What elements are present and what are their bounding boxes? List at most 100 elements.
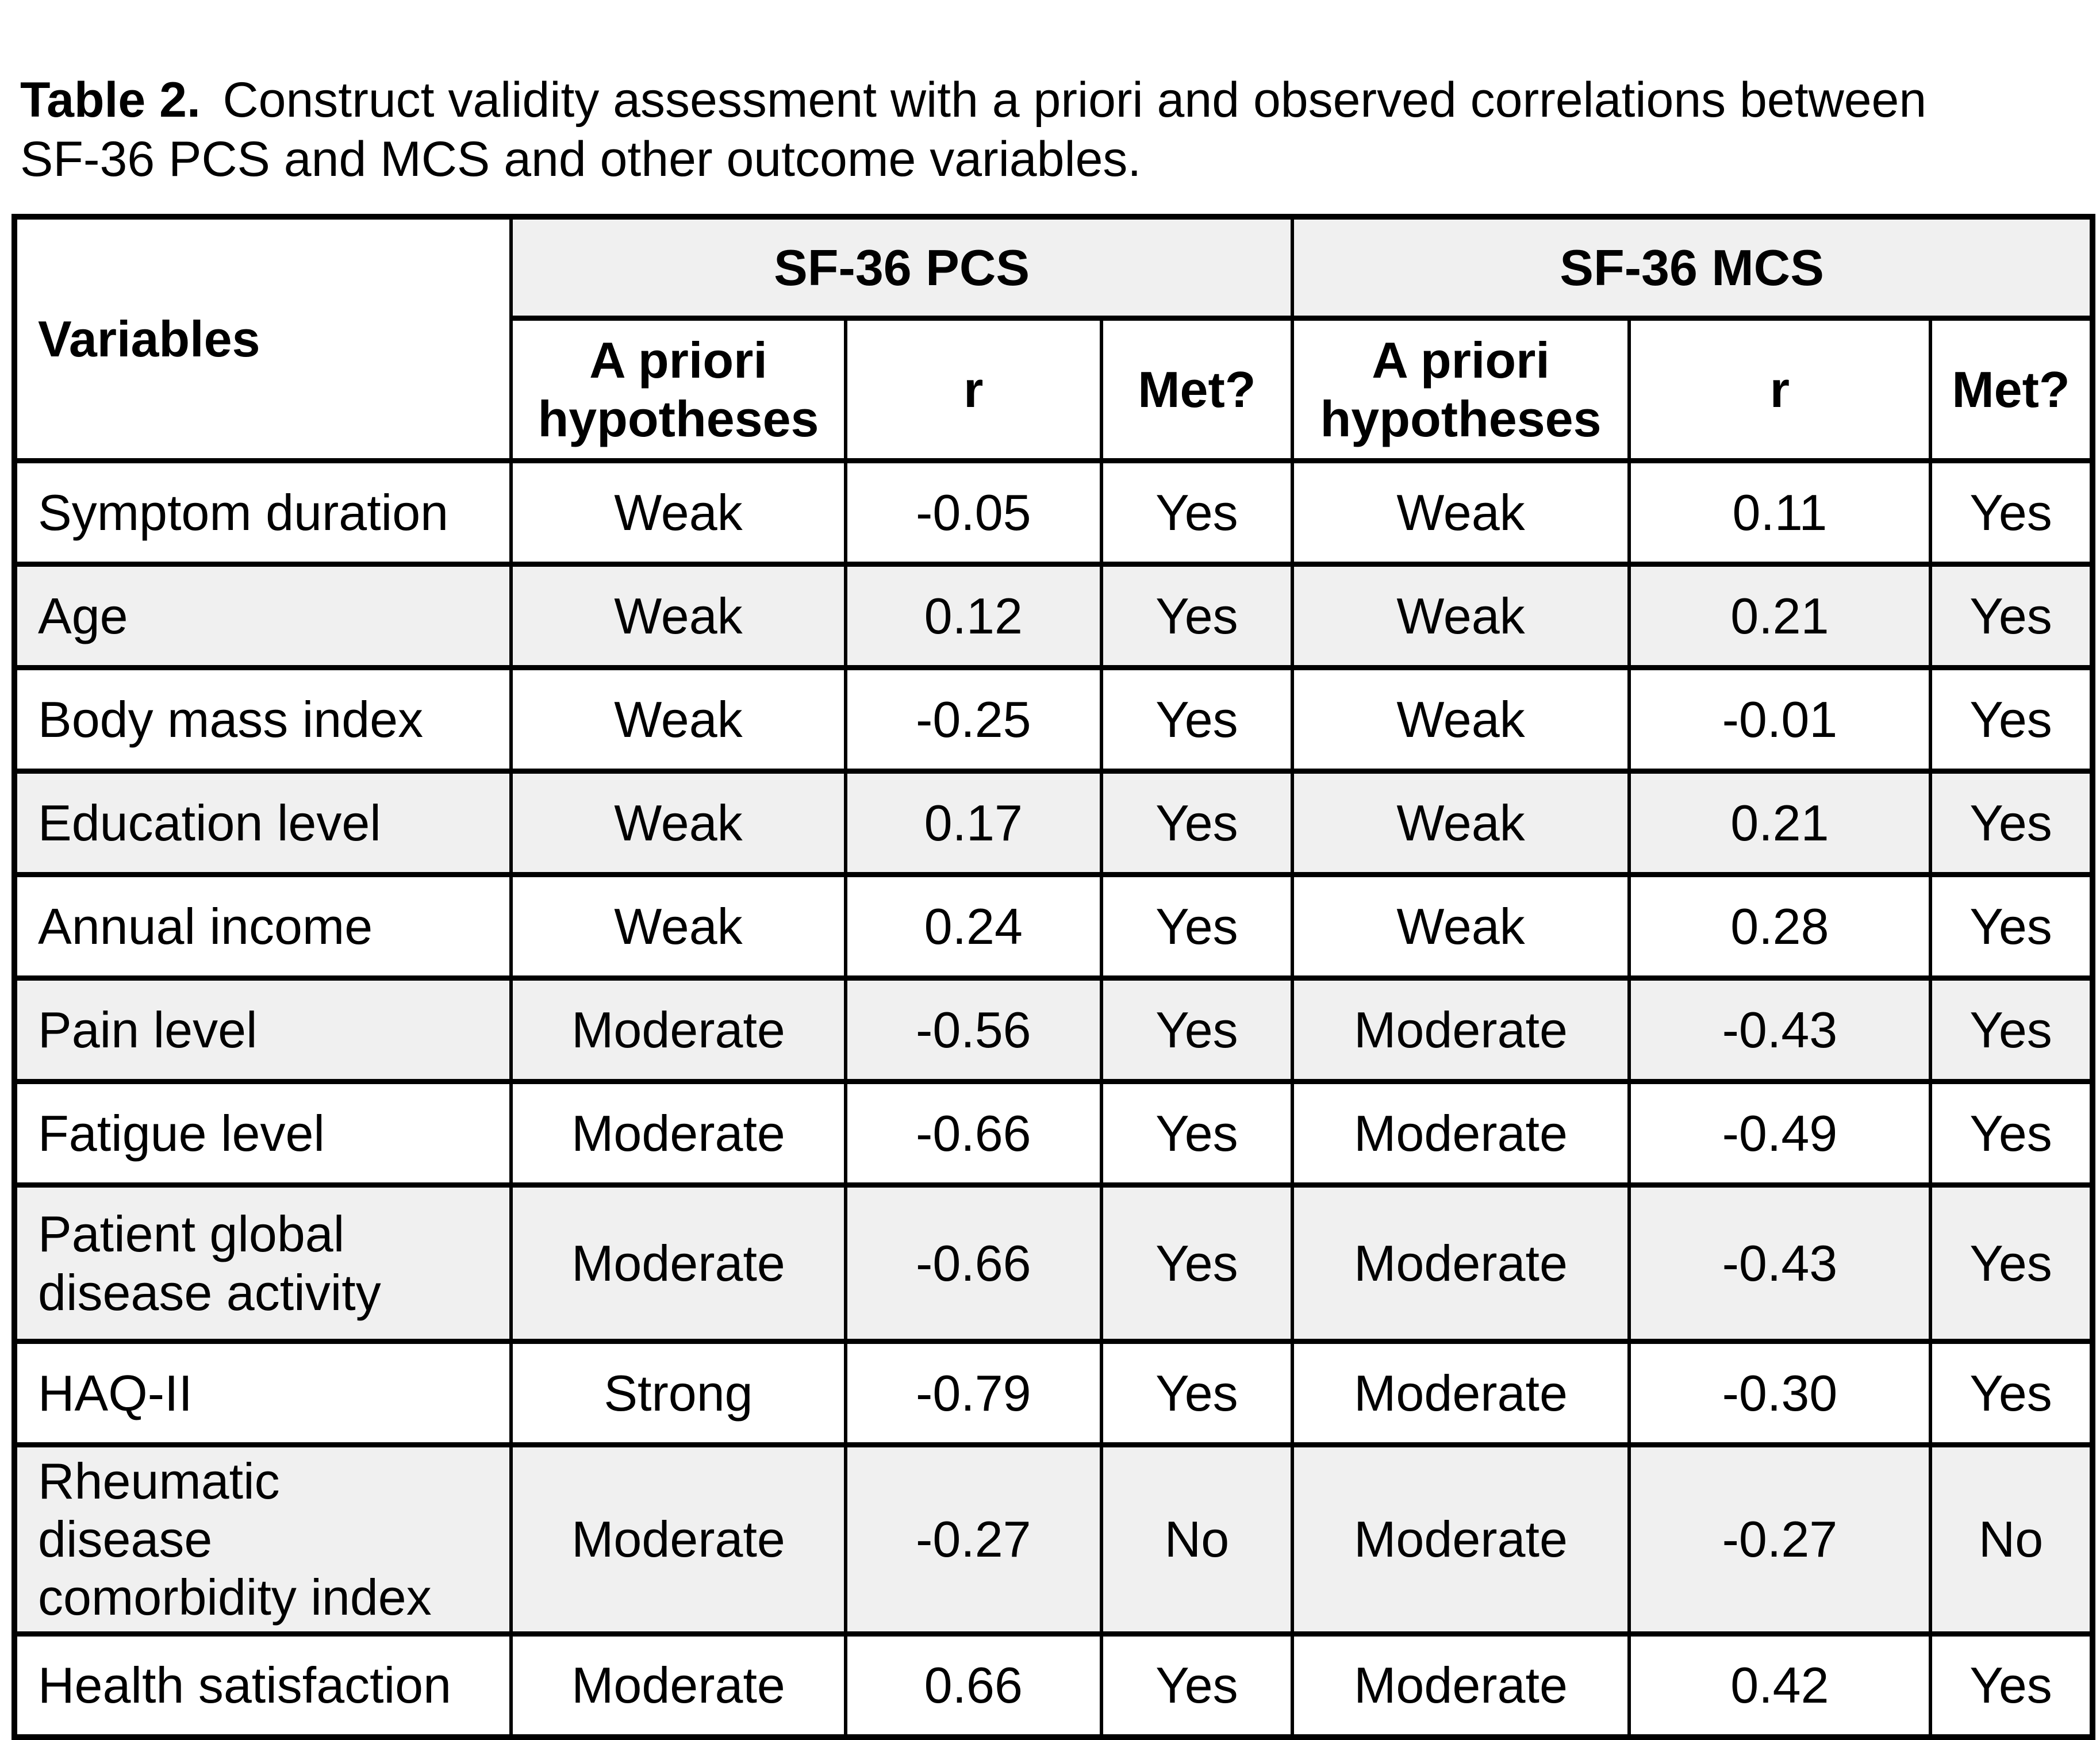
cell-pcs-hypothesis: Weak: [509, 769, 847, 878]
cell-pcs-hypothesis: Weak: [509, 872, 847, 981]
cell-pcs-r: 0.66: [843, 1631, 1103, 1740]
cell-pcs-r: 0.24: [843, 872, 1103, 981]
cell-pcs-hypothesis: Strong: [509, 1339, 847, 1448]
cell-mcs-met: Yes: [1929, 872, 2094, 981]
table-row: HAQ-II Strong -0.79 Yes Moderate -0.30 Y…: [13, 1339, 2094, 1448]
cell-pcs-r: -0.25: [843, 665, 1103, 774]
cell-variable: Health satisfaction: [13, 1631, 513, 1740]
cell-pcs-hypothesis: Weak: [509, 562, 847, 671]
cell-variable: HAQ-II: [13, 1339, 513, 1448]
cell-pcs-r: 0.12: [843, 562, 1103, 671]
table-row: Symptom duration Weak -0.05 Yes Weak 0.1…: [13, 458, 2094, 567]
table-row: Health satisfaction Moderate 0.66 Yes Mo…: [13, 1631, 2094, 1740]
cell-pcs-r: 0.17: [843, 769, 1103, 878]
header-group-row: Variables SF-36 PCS SF-36 MCS: [13, 214, 2094, 464]
cell-variable: Symptom duration: [13, 458, 513, 567]
cell-mcs-r: -0.49: [1627, 1079, 1933, 1188]
column-header-pcs-met: Met?: [1099, 316, 1295, 464]
column-header-mcs-r: r: [1627, 316, 1933, 464]
cell-mcs-hypothesis: Moderate: [1291, 1182, 1631, 1345]
cell-variable: Pain level: [13, 975, 513, 1085]
cell-pcs-met: Yes: [1099, 1631, 1295, 1740]
cell-pcs-met: Yes: [1099, 975, 1295, 1085]
table-caption: Table 2. Construct validity assessment wi…: [20, 11, 2080, 190]
cell-mcs-met: Yes: [1929, 1182, 2094, 1345]
cell-pcs-hypothesis: Weak: [509, 458, 847, 567]
cell-mcs-r: 0.42: [1627, 1631, 1933, 1740]
cell-pcs-met: Yes: [1099, 769, 1295, 878]
cell-mcs-met: Yes: [1929, 458, 2094, 567]
cell-variable: Patient global disease activity: [13, 1182, 513, 1345]
column-header-mcs-met: Met?: [1929, 316, 2094, 464]
cell-mcs-met: Yes: [1929, 1079, 2094, 1188]
cell-mcs-met: Yes: [1929, 562, 2094, 671]
column-group-sf36-mcs: SF-36 MCS: [1291, 214, 2094, 321]
cell-mcs-r: -0.30: [1627, 1339, 1933, 1448]
table-row: Age Weak 0.12 Yes Weak 0.21 Yes: [13, 562, 2094, 671]
cell-pcs-hypothesis: Moderate: [509, 1079, 847, 1188]
table-row: Rheumatic disease comorbidity index Mode…: [13, 1442, 2094, 1637]
cell-pcs-met: No: [1099, 1442, 1295, 1637]
cell-mcs-r: -0.43: [1627, 1182, 1933, 1345]
cell-mcs-r: 0.11: [1627, 458, 1933, 567]
column-header-pcs-hypotheses: A priori hypotheses: [509, 316, 847, 464]
cell-mcs-r: -0.27: [1627, 1442, 1933, 1637]
cell-mcs-met: Yes: [1929, 975, 2094, 1085]
cell-pcs-r: -0.05: [843, 458, 1103, 567]
cell-pcs-hypothesis: Weak: [509, 665, 847, 774]
table-row: Annual income Weak 0.24 Yes Weak 0.28 Ye…: [13, 872, 2094, 981]
cell-pcs-hypothesis: Moderate: [509, 975, 847, 1085]
column-header-variables: Variables: [13, 214, 513, 464]
cell-mcs-r: -0.43: [1627, 975, 1933, 1085]
cell-mcs-r: 0.21: [1627, 562, 1933, 671]
cell-mcs-hypothesis: Moderate: [1291, 1631, 1631, 1740]
cell-variable: Rheumatic disease comorbidity index: [13, 1442, 513, 1637]
cell-pcs-hypothesis: Moderate: [509, 1442, 847, 1637]
table-row: Pain level Moderate -0.56 Yes Moderate -…: [13, 975, 2094, 1085]
cell-mcs-r: 0.21: [1627, 769, 1933, 878]
cell-pcs-met: Yes: [1099, 458, 1295, 567]
cell-pcs-met: Yes: [1099, 872, 1295, 981]
cell-mcs-met: Yes: [1929, 769, 2094, 878]
cell-mcs-hypothesis: Weak: [1291, 562, 1631, 671]
cell-variable: Age: [13, 562, 513, 671]
cell-pcs-met: Yes: [1099, 1079, 1295, 1188]
cell-pcs-met: Yes: [1099, 1182, 1295, 1345]
table-caption-number: Table 2.: [20, 72, 201, 128]
cell-mcs-r: 0.28: [1627, 872, 1933, 981]
cell-mcs-hypothesis: Moderate: [1291, 975, 1631, 1085]
cell-pcs-met: Yes: [1099, 1339, 1295, 1448]
cell-mcs-met: No: [1929, 1442, 2094, 1637]
cell-mcs-hypothesis: Weak: [1291, 769, 1631, 878]
cell-pcs-r: -0.56: [843, 975, 1103, 1085]
cell-pcs-met: Yes: [1099, 562, 1295, 671]
column-header-mcs-hypotheses: A priori hypotheses: [1291, 316, 1631, 464]
cell-pcs-hypothesis: Moderate: [509, 1182, 847, 1345]
cell-pcs-r: -0.79: [843, 1339, 1103, 1448]
cell-mcs-met: Yes: [1929, 1339, 2094, 1448]
cell-pcs-r: -0.27: [843, 1442, 1103, 1637]
cell-pcs-hypothesis: Moderate: [509, 1631, 847, 1740]
cell-variable: Annual income: [13, 872, 513, 981]
column-group-sf36-pcs: SF-36 PCS: [509, 214, 1295, 321]
header-sub-row: A priori hypotheses r Met? A priori hypo…: [14, 316, 2094, 464]
cell-mcs-r: -0.01: [1627, 665, 1933, 774]
cell-mcs-hypothesis: Moderate: [1291, 1442, 1631, 1637]
table-row: Body mass index Weak -0.25 Yes Weak -0.0…: [13, 665, 2094, 774]
table-row: Fatigue level Moderate -0.66 Yes Moderat…: [13, 1079, 2094, 1188]
cell-variable: Education level: [13, 769, 513, 878]
construct-validity-table: Variables SF-36 PCS SF-36 MCS A priori h…: [11, 213, 2095, 1740]
cell-mcs-hypothesis: Moderate: [1291, 1339, 1631, 1448]
table-row: Patient global disease activity Moderate…: [13, 1182, 2094, 1345]
cell-pcs-r: -0.66: [843, 1182, 1103, 1345]
cell-pcs-r: -0.66: [843, 1079, 1103, 1188]
cell-mcs-met: Yes: [1929, 665, 2094, 774]
cell-mcs-hypothesis: Moderate: [1291, 1079, 1631, 1188]
table-row: Education level Weak 0.17 Yes Weak 0.21 …: [13, 769, 2094, 878]
cell-variable: Body mass index: [13, 665, 513, 774]
column-header-pcs-r: r: [843, 316, 1103, 464]
cell-mcs-hypothesis: Weak: [1291, 665, 1631, 774]
table-caption-text: Construct validity assessment with a pri…: [20, 72, 1927, 187]
cell-variable: Fatigue level: [13, 1079, 513, 1188]
cell-pcs-met: Yes: [1099, 665, 1295, 774]
